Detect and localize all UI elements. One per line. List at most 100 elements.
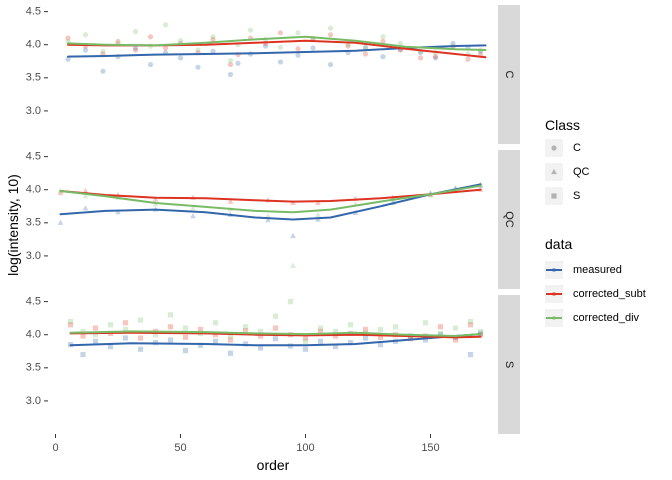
data-point-c-corrected-subt: [465, 56, 471, 62]
data-point-c-corrected-div: [397, 40, 404, 46]
data-point-c-measured: [380, 54, 386, 60]
data-point-s-corrected-div: [317, 325, 324, 331]
data-point-s-corrected-subt: [92, 325, 99, 331]
data-point-s-measured: [317, 338, 324, 344]
y-tick-label: 4.0: [26, 329, 41, 341]
data-point-s-corrected-subt: [137, 335, 144, 341]
data-point-c-measured: [432, 55, 439, 61]
legend-key-point: [552, 316, 556, 320]
trend-line-s-corrected-div: [69, 330, 482, 337]
data-point-s-corrected-div: [332, 328, 339, 335]
data-point-c-corrected-div: [380, 34, 386, 40]
y-tick-label: 4.5: [26, 296, 41, 308]
data-point-s-measured: [377, 342, 384, 348]
x-tick-label: 0: [52, 442, 58, 454]
legend-key-point: [552, 268, 556, 272]
data-point-s-corrected-subt: [332, 333, 339, 339]
y-axis-title: log(intensity, 10): [5, 174, 21, 276]
data-point-s-corrected-subt: [227, 337, 234, 343]
data-point-s-corrected-subt: [302, 335, 309, 341]
data-point-s-corrected-div: [347, 322, 354, 328]
data-point-s-corrected-subt: [272, 325, 279, 331]
legend-class-label: QC: [573, 166, 590, 178]
legend-key-shape-c: [551, 145, 557, 151]
x-axis-title: order: [257, 457, 290, 473]
panel-s: [67, 299, 484, 358]
data-point-s-corrected-subt: [212, 332, 219, 338]
y-tick-label: 3.5: [26, 362, 41, 374]
data-point-c-corrected-subt: [162, 45, 169, 51]
data-point-c-measured: [195, 64, 201, 70]
data-point-qc-measured: [290, 232, 296, 239]
data-point-s-measured: [362, 335, 369, 341]
legend-data-label: corrected_div: [573, 312, 640, 324]
data-point-qc-corrected-div: [265, 213, 271, 219]
data-point-s-measured: [122, 335, 129, 341]
trend-line-qc-measured: [59, 183, 482, 221]
data-point-s-measured: [212, 338, 219, 344]
facet-panels: [57, 22, 487, 358]
data-point-s-measured: [80, 351, 86, 358]
data-point-s-corrected-subt: [122, 320, 129, 326]
data-point-s-corrected-subt: [317, 328, 324, 335]
y-tick-label: 4.0: [26, 39, 41, 51]
data-point-s-measured: [302, 346, 309, 352]
data-point-s-corrected-subt: [197, 326, 204, 333]
data-point-c-corrected-subt: [327, 32, 334, 38]
y-tick-label: 3.5: [26, 217, 41, 229]
data-point-s-corrected-div: [122, 326, 129, 333]
data-point-c-corrected-subt: [362, 51, 369, 57]
data-point-c-corrected-div: [327, 25, 334, 31]
data-point-c-measured: [235, 60, 241, 66]
data-point-s-corrected-subt: [257, 333, 264, 339]
facet-strip-c: [498, 5, 520, 144]
data-point-s-corrected-subt: [242, 328, 249, 334]
data-point-s-corrected-subt: [452, 337, 459, 343]
legend-key-point: [552, 292, 556, 296]
data-point-qc-corrected-subt: [57, 189, 64, 196]
data-point-s-corrected-div: [182, 325, 189, 331]
data-point-c-corrected-div: [227, 58, 234, 64]
data-point-c-measured: [147, 61, 154, 68]
facet-strips: C QC S: [498, 5, 520, 434]
data-point-c-corrected-div: [82, 32, 89, 38]
data-point-qc-measured: [82, 205, 89, 211]
data-point-s-measured: [242, 341, 249, 347]
data-point-s-measured: [347, 340, 354, 346]
data-point-s-corrected-div: [242, 324, 249, 330]
data-point-s-measured: [467, 351, 474, 358]
legend-data-label: measured: [573, 264, 622, 276]
data-point-s-corrected-div: [107, 322, 114, 328]
data-point-c-measured: [362, 44, 369, 50]
data-point-s-measured: [197, 342, 204, 348]
x-tick-label: 150: [421, 442, 439, 454]
data-point-s-corrected-div: [257, 328, 264, 335]
y-axis-ticks: 3.0 3.5 4.0 4.5 3.0 3.5 4.0 4.5 3.0 3.5 4.0 4.5: [26, 6, 48, 407]
data-point-s-corrected-subt: [167, 324, 174, 330]
legend-key-shape-s: [551, 193, 557, 199]
data-point-s-measured: [257, 345, 264, 351]
data-point-c-corrected-subt: [295, 46, 301, 52]
data-point-s-corrected-subt: [80, 333, 86, 339]
data-point-s-corrected-div: [467, 318, 474, 325]
panel-qc: [57, 181, 484, 268]
data-point-qc-corrected-subt: [227, 198, 234, 204]
data-point-s-corrected-subt: [182, 334, 189, 340]
data-point-c-corrected-div: [177, 38, 184, 44]
data-point-s-corrected-div: [437, 330, 444, 336]
data-point-c-corrected-div: [295, 30, 301, 36]
data-point-c-corrected-subt: [147, 34, 154, 40]
data-point-s-corrected-div: [392, 324, 399, 330]
data-point-c-corrected-div: [132, 28, 139, 35]
data-point-s-corrected-subt: [377, 334, 384, 340]
trend-line-c-corrected-div: [67, 35, 487, 51]
data-point-s-corrected-div: [92, 332, 99, 338]
data-point-s-corrected-subt: [67, 322, 74, 328]
data-point-s-corrected-div: [477, 328, 484, 335]
trend-line-s-corrected-subt: [69, 331, 482, 339]
y-tick-label: 3.0: [26, 395, 41, 407]
data-point-s-corrected-subt: [467, 322, 474, 328]
data-point-s-measured: [92, 338, 99, 344]
